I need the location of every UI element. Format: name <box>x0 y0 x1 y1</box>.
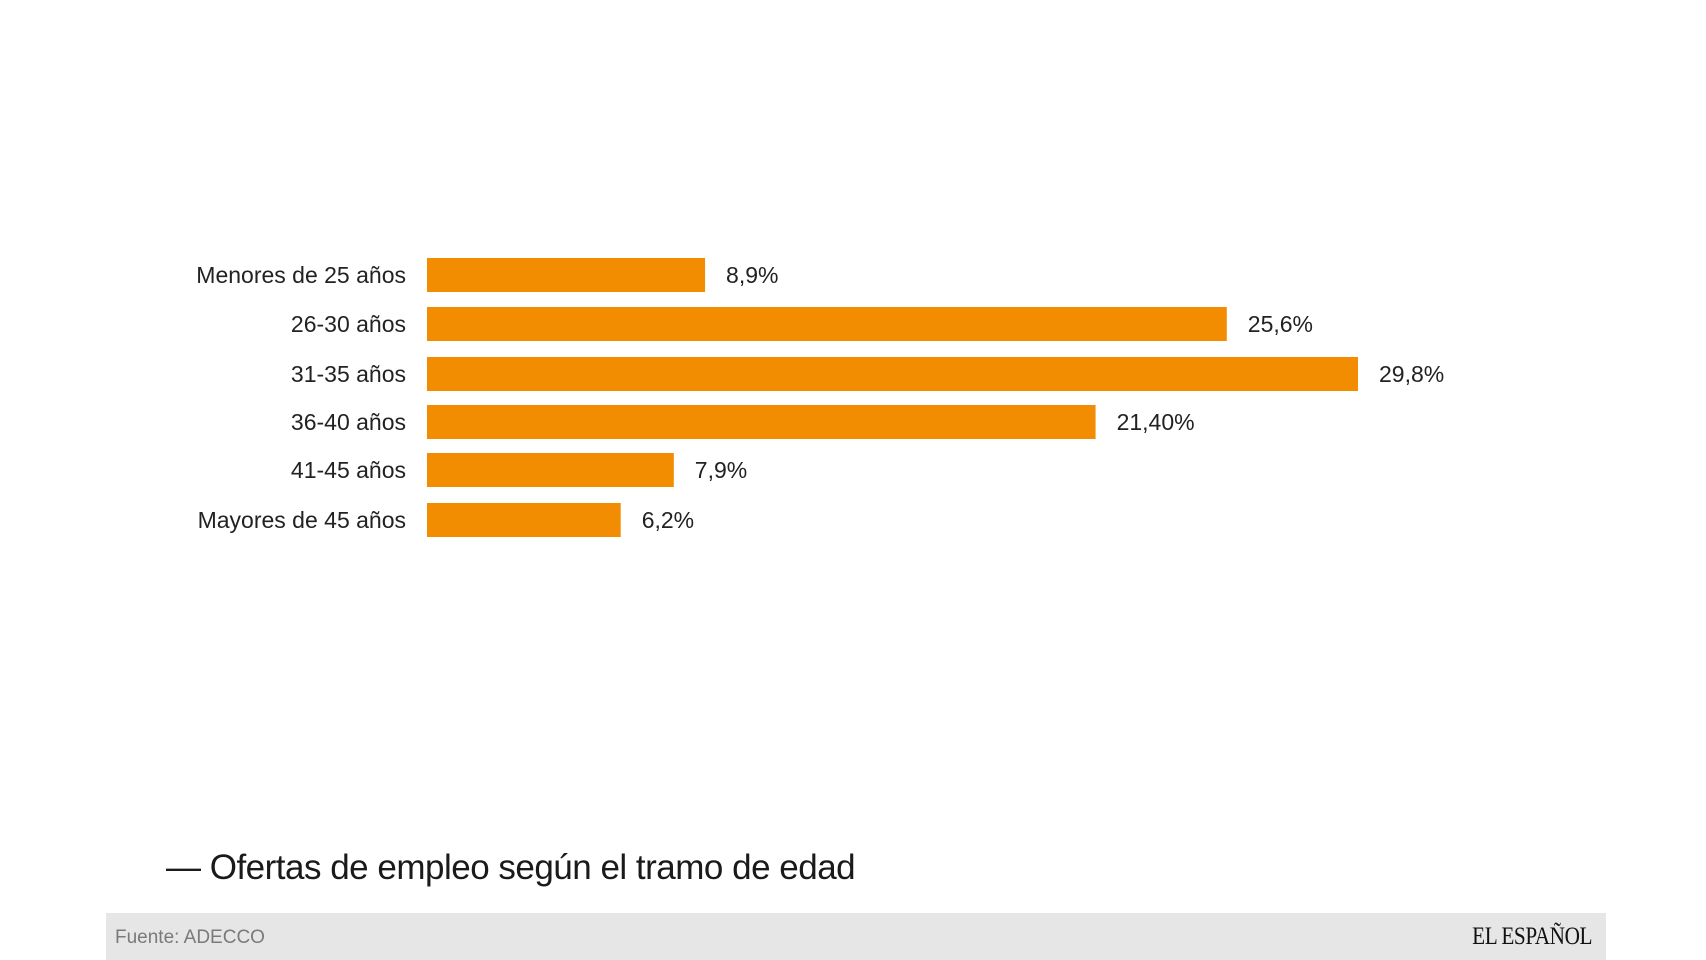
bar <box>427 258 706 292</box>
category-label: 41-45 años <box>291 457 406 483</box>
category-label: 36-40 años <box>291 409 406 435</box>
source-text: Fuente: ADECCO <box>115 927 265 948</box>
footer-bar: Fuente: ADECCO EL ESPAÑOL <box>106 913 1606 960</box>
bar-chart: Menores de 25 años 8,9% 26-30 años 25,6% 31-… <box>196 258 1444 537</box>
bar <box>427 307 1227 341</box>
category-label: Mayores de 45 años <box>198 507 406 533</box>
bar <box>427 503 621 537</box>
category-label: 26-30 años <box>291 311 406 337</box>
value-label: 8,9% <box>726 262 778 288</box>
value-label: 29,8% <box>1379 361 1444 387</box>
bar <box>427 405 1096 439</box>
value-label: 6,2% <box>642 507 694 533</box>
bar <box>427 453 674 487</box>
value-label: 21,40% <box>1117 409 1195 435</box>
chart-title: — Ofertas de empleo según el tramo de ed… <box>166 848 856 887</box>
value-label: 7,9% <box>695 457 747 483</box>
value-label: 25,6% <box>1248 311 1313 337</box>
category-label: 31-35 años <box>291 361 406 387</box>
category-label: Menores de 25 años <box>196 262 406 288</box>
brand-logo: EL ESPAÑOL <box>1472 923 1592 950</box>
bar <box>427 357 1358 391</box>
